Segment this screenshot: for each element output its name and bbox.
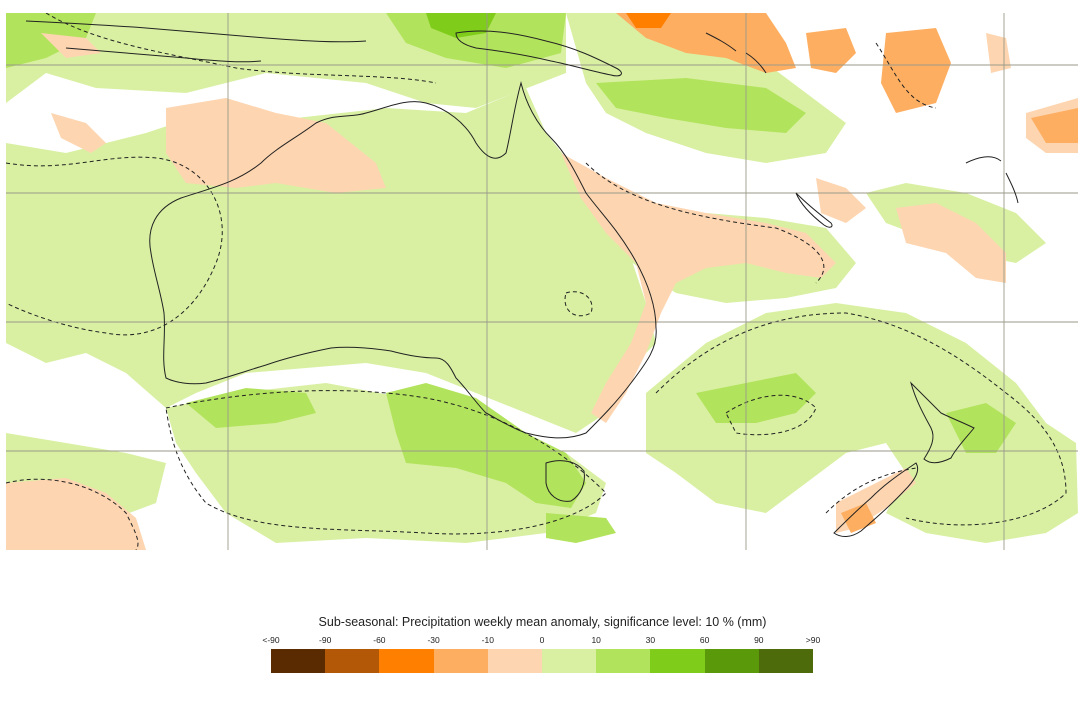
legend-tick-label: >90	[805, 635, 821, 645]
legend-tick-label: -10	[481, 635, 494, 645]
legend-swatch	[487, 649, 543, 673]
legend-tick-label: 60	[699, 635, 710, 645]
graticule	[6, 13, 1078, 550]
legend-swatch	[596, 649, 651, 673]
legend-tick-label: <-90	[262, 635, 280, 645]
legend-tick-label: -60	[373, 635, 386, 645]
legend-tick-label: 0	[539, 635, 545, 645]
pacific-islands-coastline	[705, 32, 1019, 204]
legend-swatch	[704, 649, 759, 673]
new-zealand-north-coastline	[910, 381, 975, 464]
legend-tick-label: 30	[645, 635, 656, 645]
legend-tick-label: -90	[319, 635, 332, 645]
legend-swatch	[758, 649, 814, 673]
new-zealand-south-coastline	[833, 462, 919, 537]
legend-swatch	[433, 649, 488, 673]
legend-swatch	[271, 649, 326, 673]
precipitation-anomaly-map	[6, 13, 1078, 550]
legend-swatch	[650, 649, 705, 673]
australia-coastline	[149, 81, 657, 439]
new-caledonia-coastline	[795, 192, 833, 228]
positive-anomaly-strong	[426, 13, 496, 38]
legend-swatch	[542, 649, 597, 673]
negative-anomaly-strong	[626, 13, 671, 28]
legend-swatch	[379, 649, 434, 673]
indonesia-coastline	[25, 20, 367, 63]
legend-swatch	[325, 649, 380, 673]
legend-tick-label: -30	[427, 635, 440, 645]
legend-tick-label: 10	[591, 635, 601, 645]
new-guinea-coastline	[455, 30, 622, 77]
legend-colorbar	[271, 649, 814, 673]
legend-tick-label: 90	[754, 635, 764, 645]
chart-title: Sub-seasonal: Precipitation weekly mean …	[318, 615, 767, 629]
tasmania-coastline	[545, 460, 585, 502]
legend-tick-labels: <-90 -90 -60 -30 -10 0 10 30 60 90 >90	[262, 635, 820, 647]
coastlines	[25, 20, 1019, 537]
